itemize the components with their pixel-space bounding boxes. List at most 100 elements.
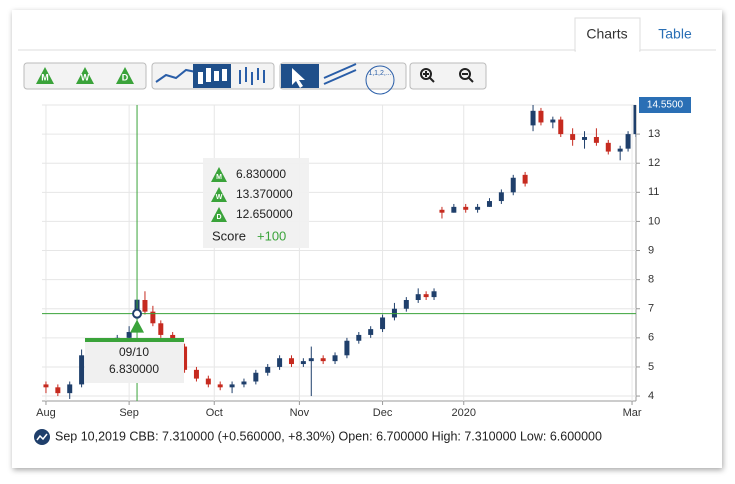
- candle-body: [55, 387, 61, 394]
- icon: [222, 69, 227, 81]
- tab[interactable]: Charts: [586, 26, 627, 42]
- fib-label: 1,1,2,...: [368, 70, 391, 77]
- candle-body: [205, 378, 211, 385]
- y-tick-label: 8: [648, 274, 654, 286]
- candle-body: [241, 381, 247, 385]
- candle-body: [67, 384, 73, 394]
- signal-label: D: [122, 72, 129, 82]
- zoom-in-icon: [423, 71, 435, 83]
- candle-body: [625, 134, 631, 149]
- candle-body: [217, 384, 223, 388]
- candle-body: [320, 358, 326, 362]
- candle-body: [308, 358, 314, 362]
- signal-icon: [76, 67, 94, 84]
- last-price-tag: [639, 97, 691, 113]
- candle-body: [463, 206, 469, 210]
- candle-body: [403, 300, 409, 309]
- status-icon-line: [36, 433, 48, 441]
- candle-body: [126, 332, 132, 338]
- tooltip-icon-label: W: [216, 194, 223, 201]
- candle-body: [277, 358, 283, 367]
- tooltip-icon-label: D: [216, 214, 221, 221]
- score-label: Score: [212, 228, 246, 243]
- tooltip-value: 6.830000: [236, 167, 286, 181]
- tab[interactable]: Table: [658, 26, 692, 42]
- cursor-icon: [292, 68, 305, 88]
- candle-body: [391, 308, 397, 318]
- candle-body: [253, 372, 259, 382]
- candle-body: [451, 206, 457, 213]
- signal-label: M: [41, 72, 49, 82]
- tooltip-icon: [211, 187, 227, 202]
- x-tick-label: Mar: [623, 407, 642, 419]
- candle-body: [265, 366, 271, 373]
- tooltip-value: 12.650000: [236, 207, 293, 221]
- candle-body: [288, 358, 294, 365]
- x-tick-label: 2020: [451, 407, 475, 419]
- candle-body: [538, 110, 544, 123]
- candle-body: [229, 384, 235, 388]
- x-tick-label: Oct: [206, 407, 223, 419]
- ohlc-icon[interactable]: [239, 67, 265, 85]
- y-tick-label: 13: [648, 128, 660, 140]
- candle-body: [486, 201, 492, 207]
- crosshair-value: 6.830000: [109, 362, 159, 376]
- trendline-icon[interactable]: [323, 63, 357, 85]
- candle-body: [300, 361, 306, 365]
- zoom-in[interactable]: [420, 68, 432, 80]
- icon: [206, 68, 211, 82]
- candle-body: [510, 177, 516, 193]
- candle-body: [475, 206, 481, 210]
- candle-body: [617, 148, 623, 152]
- candle-body: [431, 291, 437, 298]
- candle-body: [142, 300, 148, 312]
- candle-body: [193, 369, 199, 379]
- y-tick-label: 10: [648, 215, 660, 227]
- x-tick-label: Nov: [290, 407, 310, 419]
- y-tick-label: 11: [648, 186, 659, 198]
- candle-body: [182, 346, 188, 370]
- y-tick-label: 9: [648, 244, 654, 256]
- candle-body: [498, 192, 504, 202]
- candle-body: [522, 174, 528, 184]
- icon: [214, 71, 219, 81]
- fib-icon[interactable]: [365, 65, 395, 95]
- tooltip-icon-label: M: [216, 174, 222, 181]
- line-icon[interactable]: [155, 68, 197, 83]
- y-tick-label: 7: [648, 303, 654, 315]
- tab-cover: [576, 48, 639, 52]
- candle-body: [633, 105, 636, 135]
- candle-body: [415, 294, 421, 301]
- candle-body: [582, 137, 588, 140]
- candle-body: [158, 323, 164, 335]
- signal-icon: [36, 67, 54, 84]
- y-tick-label: 6: [648, 332, 654, 344]
- candle-body: [344, 340, 350, 356]
- last-price-label: 14.5500: [647, 100, 684, 111]
- candle-body: [605, 142, 611, 152]
- candle-body: [530, 110, 536, 126]
- score-value: +100: [257, 228, 286, 243]
- candle-body: [380, 317, 386, 330]
- crosshair-date: 09/10: [119, 345, 149, 359]
- candle-body: [423, 294, 429, 298]
- candle-body: [79, 355, 85, 385]
- y-tick-label: 5: [648, 361, 654, 373]
- tab-active[interactable]: [574, 17, 641, 52]
- icon: [198, 72, 203, 84]
- tooltip-icon: [211, 167, 227, 182]
- x-tick-label: Aug: [36, 407, 56, 419]
- signal-label: W: [81, 72, 90, 82]
- candle-body: [332, 355, 338, 362]
- candle-body: [550, 119, 556, 123]
- x-tick-label: Dec: [373, 407, 393, 419]
- status-line: Sep 10,2019 CBB: 7.310000 (+0.560000, +8…: [55, 429, 602, 443]
- y-tick-label: 12: [648, 157, 660, 169]
- signal-icon: [116, 67, 134, 84]
- crosshair-label-box: [85, 340, 184, 383]
- candle-body: [43, 384, 49, 388]
- toolbar: 1,1,2,... M W D: [23, 62, 487, 95]
- zoom-out[interactable]: [459, 68, 471, 80]
